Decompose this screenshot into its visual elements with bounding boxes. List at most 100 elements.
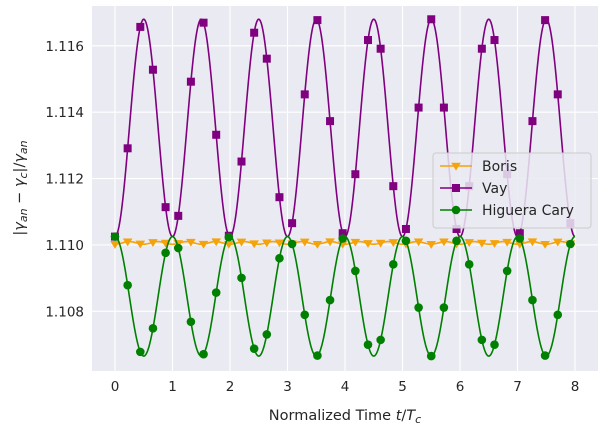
higuera-cary-marker [161, 248, 170, 258]
y-tick-label: 1.108 [45, 304, 84, 320]
vay-marker [123, 144, 132, 153]
legend-entry: Higuera Cary [440, 203, 574, 219]
ticks: 0 1 2 3 4 5 6 7 8 1.108 1.110 1.112 1.114 1.116 [45, 39, 579, 395]
x-tick-label: 1 [168, 379, 177, 395]
x-tick-label: 2 [226, 379, 235, 395]
vay-marker [401, 224, 410, 233]
x-tick-label: 4 [341, 379, 350, 395]
vay-marker [376, 44, 385, 53]
vay-marker [199, 18, 208, 27]
x-tick-label: 5 [398, 379, 407, 395]
higuera-cary-marker [414, 303, 423, 312]
vay-marker [313, 16, 322, 25]
higuera-cary-marker [173, 243, 183, 253]
vay-marker [275, 193, 284, 202]
boris-marker [249, 240, 259, 249]
vay-marker [326, 117, 335, 126]
boris-marker [527, 238, 538, 247]
boris-marker [312, 241, 323, 249]
vay-marker [174, 211, 183, 220]
higuera-cary-marker [224, 232, 234, 242]
vay-marker [389, 182, 398, 191]
legend: Boris Vay Higuera Cary [432, 152, 592, 229]
vay-marker [452, 184, 460, 192]
higuera-cary-marker [490, 340, 499, 349]
higuera-cary-marker [553, 310, 563, 320]
y-tick-label: 1.116 [45, 39, 84, 55]
x-axis-label: Normalized Time t/Tc [269, 408, 421, 426]
boris-marker [262, 239, 272, 248]
boris-marker [540, 241, 550, 249]
higuera-cary-marker [275, 253, 284, 263]
higuera-cary-marker [439, 303, 449, 312]
higuera-cary-marker [451, 205, 461, 215]
higuera-cary-marker [477, 335, 487, 345]
legend-entry: Boris [440, 159, 517, 175]
x-tick-label: 7 [513, 379, 522, 395]
higuera-cary-marker [515, 234, 525, 243]
vay-marker [262, 54, 271, 63]
vay-marker [186, 77, 195, 86]
higuera-cary-marker [148, 324, 158, 333]
y-tick-label: 1.110 [45, 238, 84, 254]
boris-marker [426, 241, 437, 249]
boris-marker [236, 238, 247, 247]
boris-marker [110, 241, 120, 249]
boris-marker [325, 238, 335, 247]
higuera-cary-marker [351, 266, 360, 276]
higuera-cary-marker [262, 330, 272, 339]
higuera-cary-marker [540, 351, 550, 360]
higuera-cary-marker [338, 234, 348, 243]
legend-label: Higuera Cary [482, 203, 574, 219]
boris-marker [122, 238, 133, 247]
boris-marker [148, 239, 158, 247]
higuera-cary-marker [186, 317, 196, 327]
vay-marker [528, 117, 537, 126]
vay-marker [161, 203, 170, 212]
higuera-cary-marker [110, 232, 120, 241]
vay-marker [288, 219, 297, 228]
boris-marker [439, 238, 449, 247]
higuera-cary-marker [363, 340, 373, 349]
higuera-cary-marker [237, 273, 246, 283]
higuera-cary-marker [464, 260, 474, 269]
vay-marker [414, 103, 423, 112]
higuera-cary-marker [452, 236, 461, 246]
higuera-cary-marker [136, 347, 145, 357]
higuera-cary-marker [566, 239, 575, 249]
higuera-cary-marker [313, 351, 322, 360]
boris-marker [464, 239, 474, 247]
higuera-cary-marker [287, 239, 297, 249]
vay-marker [490, 36, 499, 45]
vay-marker [364, 36, 372, 45]
boris-marker [350, 238, 361, 247]
vay-marker [237, 157, 246, 166]
vay-marker [427, 15, 436, 24]
vay-marker [477, 44, 486, 53]
x-tick-label: 8 [571, 379, 580, 395]
boris-marker [274, 239, 285, 248]
boris-marker [451, 162, 461, 171]
vay-marker [300, 90, 309, 99]
higuera-cary-marker [389, 260, 398, 269]
vay-marker [212, 130, 221, 139]
higuera-cary-marker [199, 349, 208, 359]
boris-marker [388, 239, 399, 247]
boris-marker [477, 239, 487, 248]
x-tick-label: 3 [283, 379, 292, 395]
legend-label: Boris [482, 159, 517, 175]
vay-marker [338, 229, 347, 238]
higuera-cary-marker [528, 295, 537, 305]
vay-marker [515, 229, 524, 238]
higuera-cary-marker [502, 266, 512, 276]
vay-marker [439, 103, 448, 112]
boris-marker [186, 238, 196, 247]
boris-marker [135, 240, 146, 249]
boris-marker [375, 239, 386, 248]
vay-marker [136, 22, 145, 31]
vay-marker [452, 224, 461, 233]
boris-marker [363, 240, 373, 248]
higuera-cary-marker [376, 335, 385, 345]
y-tick-label: 1.112 [45, 172, 84, 188]
